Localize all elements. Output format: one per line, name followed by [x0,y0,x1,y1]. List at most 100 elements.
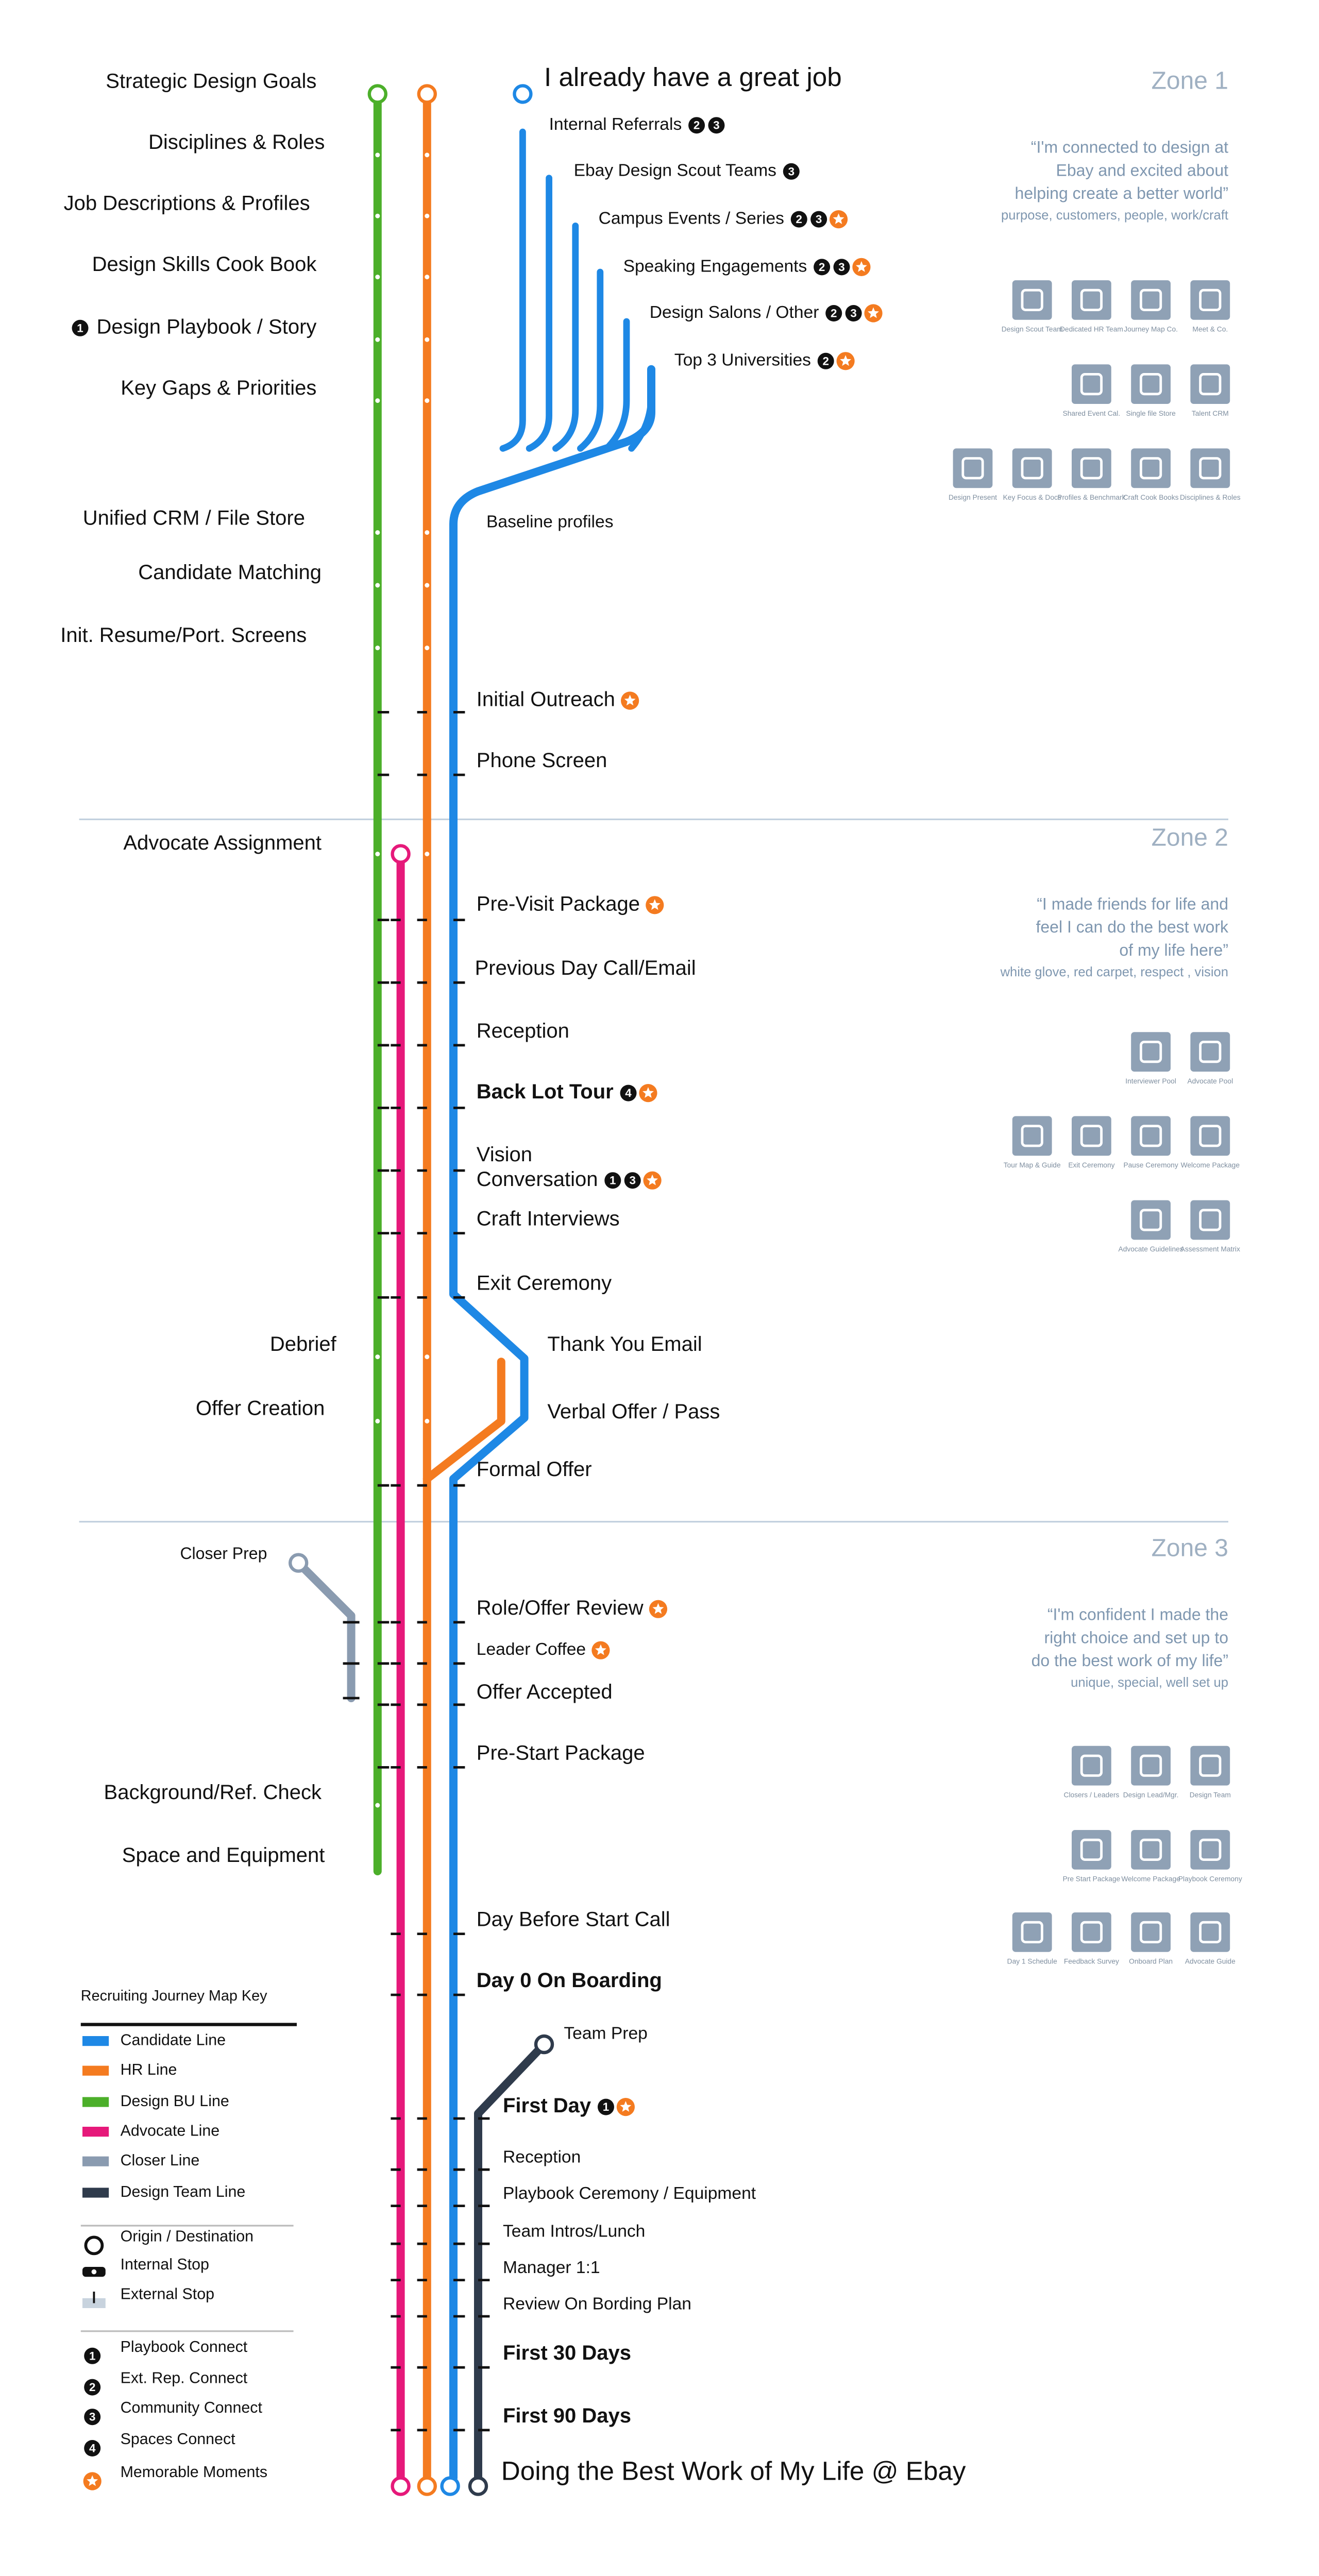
connect-badge [845,305,862,321]
resource-icon [1072,280,1111,320]
star [840,355,852,366]
connect-number: 3 [816,213,822,226]
origin-destination [289,1553,309,1573]
resource-label: Exit Ceremony [1068,1161,1114,1169]
key-label: Candidate Line [121,2031,226,2049]
connect-badge [624,1172,641,1189]
stop-dot [375,398,380,403]
star [595,1644,606,1655]
resource-glyph [1021,1921,1043,1943]
stop-label: Advocate Assignment [123,832,322,854]
resource-icon [1012,1116,1052,1156]
connect-badge [708,117,725,134]
star [833,213,844,224]
connect-badge [597,2098,614,2115]
connect-number: 2 [89,2381,95,2394]
resource-label: Meet & Co. [1192,326,1228,333]
stop-label: Review On Bording Plan [503,2294,691,2313]
resource-label: Feedback Survey [1064,1958,1119,1965]
origin-destination [468,2476,488,2496]
stop-dot [425,213,430,218]
stop-label: Init. Resume/Port. Screens [60,624,307,647]
connect-number: 1 [610,1174,616,1187]
resource-label: Dedicated HR Team [1060,326,1123,333]
resource-glyph [1140,1125,1162,1147]
key-swatch [82,2156,109,2166]
resource-glyph [1199,457,1222,480]
zone-quote: right choice and set up to [1044,1628,1228,1647]
stop-dot [375,275,380,280]
resource-glyph [1080,373,1103,396]
stop-label: Internal Referrals [549,115,682,134]
stop-label: Speaking Engagements [623,257,807,276]
resource-glyph [1140,1209,1162,1231]
resource-icon [1131,1745,1171,1786]
connect-badge [790,211,807,228]
resource-icon [1190,1830,1230,1870]
zone-label: Zone 3 [1152,1535,1228,1562]
origin-destination [367,84,388,104]
key-internal-dot [91,2269,97,2275]
resource-glyph [1080,1125,1103,1147]
origin-destination [513,84,533,104]
stop-label: Role/Offer Review [477,1597,644,1619]
stop-dot [425,1418,430,1423]
key-label: HR Line [121,2061,177,2078]
stop-label: Pre-Visit Package [477,892,640,915]
resource-label: Advocate Guidelines [1119,1245,1183,1253]
zone-label: Zone 1 [1152,67,1228,95]
transit-line [422,1358,505,1483]
stop-label: Previous Day Call/Email [475,957,696,979]
zone-quote: “I made friends for life and [1037,894,1228,913]
stop-label: Craft Interviews [477,1208,620,1230]
resource-icon [1131,280,1171,320]
connect-badge [84,2347,101,2364]
connect-badge [825,305,842,321]
stop-label: Phone Screen [477,749,607,772]
stop-dot [375,337,380,342]
resource-label: Tour Map & Guide [1004,1161,1061,1169]
stop-label: Exit Ceremony [477,1272,612,1294]
zone-quote: helping create a better world” [1015,184,1228,202]
resource-glyph [1080,1921,1103,1943]
resource-icon [1072,1116,1111,1156]
resource-icon [1012,448,1052,488]
stop-label: Reception [503,2148,581,2167]
key-swatch [82,2188,109,2198]
star [647,1174,658,1185]
origin-destination [534,2034,554,2055]
resource-icon [1190,448,1230,488]
zone-tags: unique, special, well set up [1071,1675,1228,1690]
connect-number: 1 [77,321,83,334]
resource-glyph [1021,1125,1043,1147]
connect-badge [620,1084,637,1101]
stop-dot [375,152,380,158]
resource-icon [1190,1200,1230,1240]
key-swatch [82,2097,109,2107]
transit-line [474,2040,548,2482]
resource-icon [1012,280,1052,320]
connect-number: 1 [603,2100,609,2113]
stop-label: Unified CRM / File Store [83,507,305,530]
resource-icon [1131,1032,1171,1072]
connect-number: 2 [831,307,837,320]
resource-label: Talent CRM [1192,410,1229,417]
stop-label: Background/Ref. Check [104,1781,322,1804]
resource-glyph [1199,1125,1222,1147]
stop-dot [425,530,430,535]
connect-badge [84,2379,101,2396]
stop-label: First Day [503,2094,591,2117]
resource-glyph [1080,289,1103,311]
stop-label: Offer Accepted [477,1681,613,1703]
resource-glyph [1199,1754,1222,1777]
transit-line [577,268,604,452]
connect-number: 2 [694,119,700,132]
zone-tags: white glove, red carpet, respect , visio… [1000,965,1228,979]
resource-icon [1190,1116,1230,1156]
stop-dot [375,1803,380,1808]
stop-label: Verbal Offer / Pass [547,1400,720,1423]
resource-glyph [1140,289,1162,311]
resource-icon [1131,1200,1171,1240]
key-label: Closer Line [121,2151,200,2169]
stop-dot [425,852,430,857]
